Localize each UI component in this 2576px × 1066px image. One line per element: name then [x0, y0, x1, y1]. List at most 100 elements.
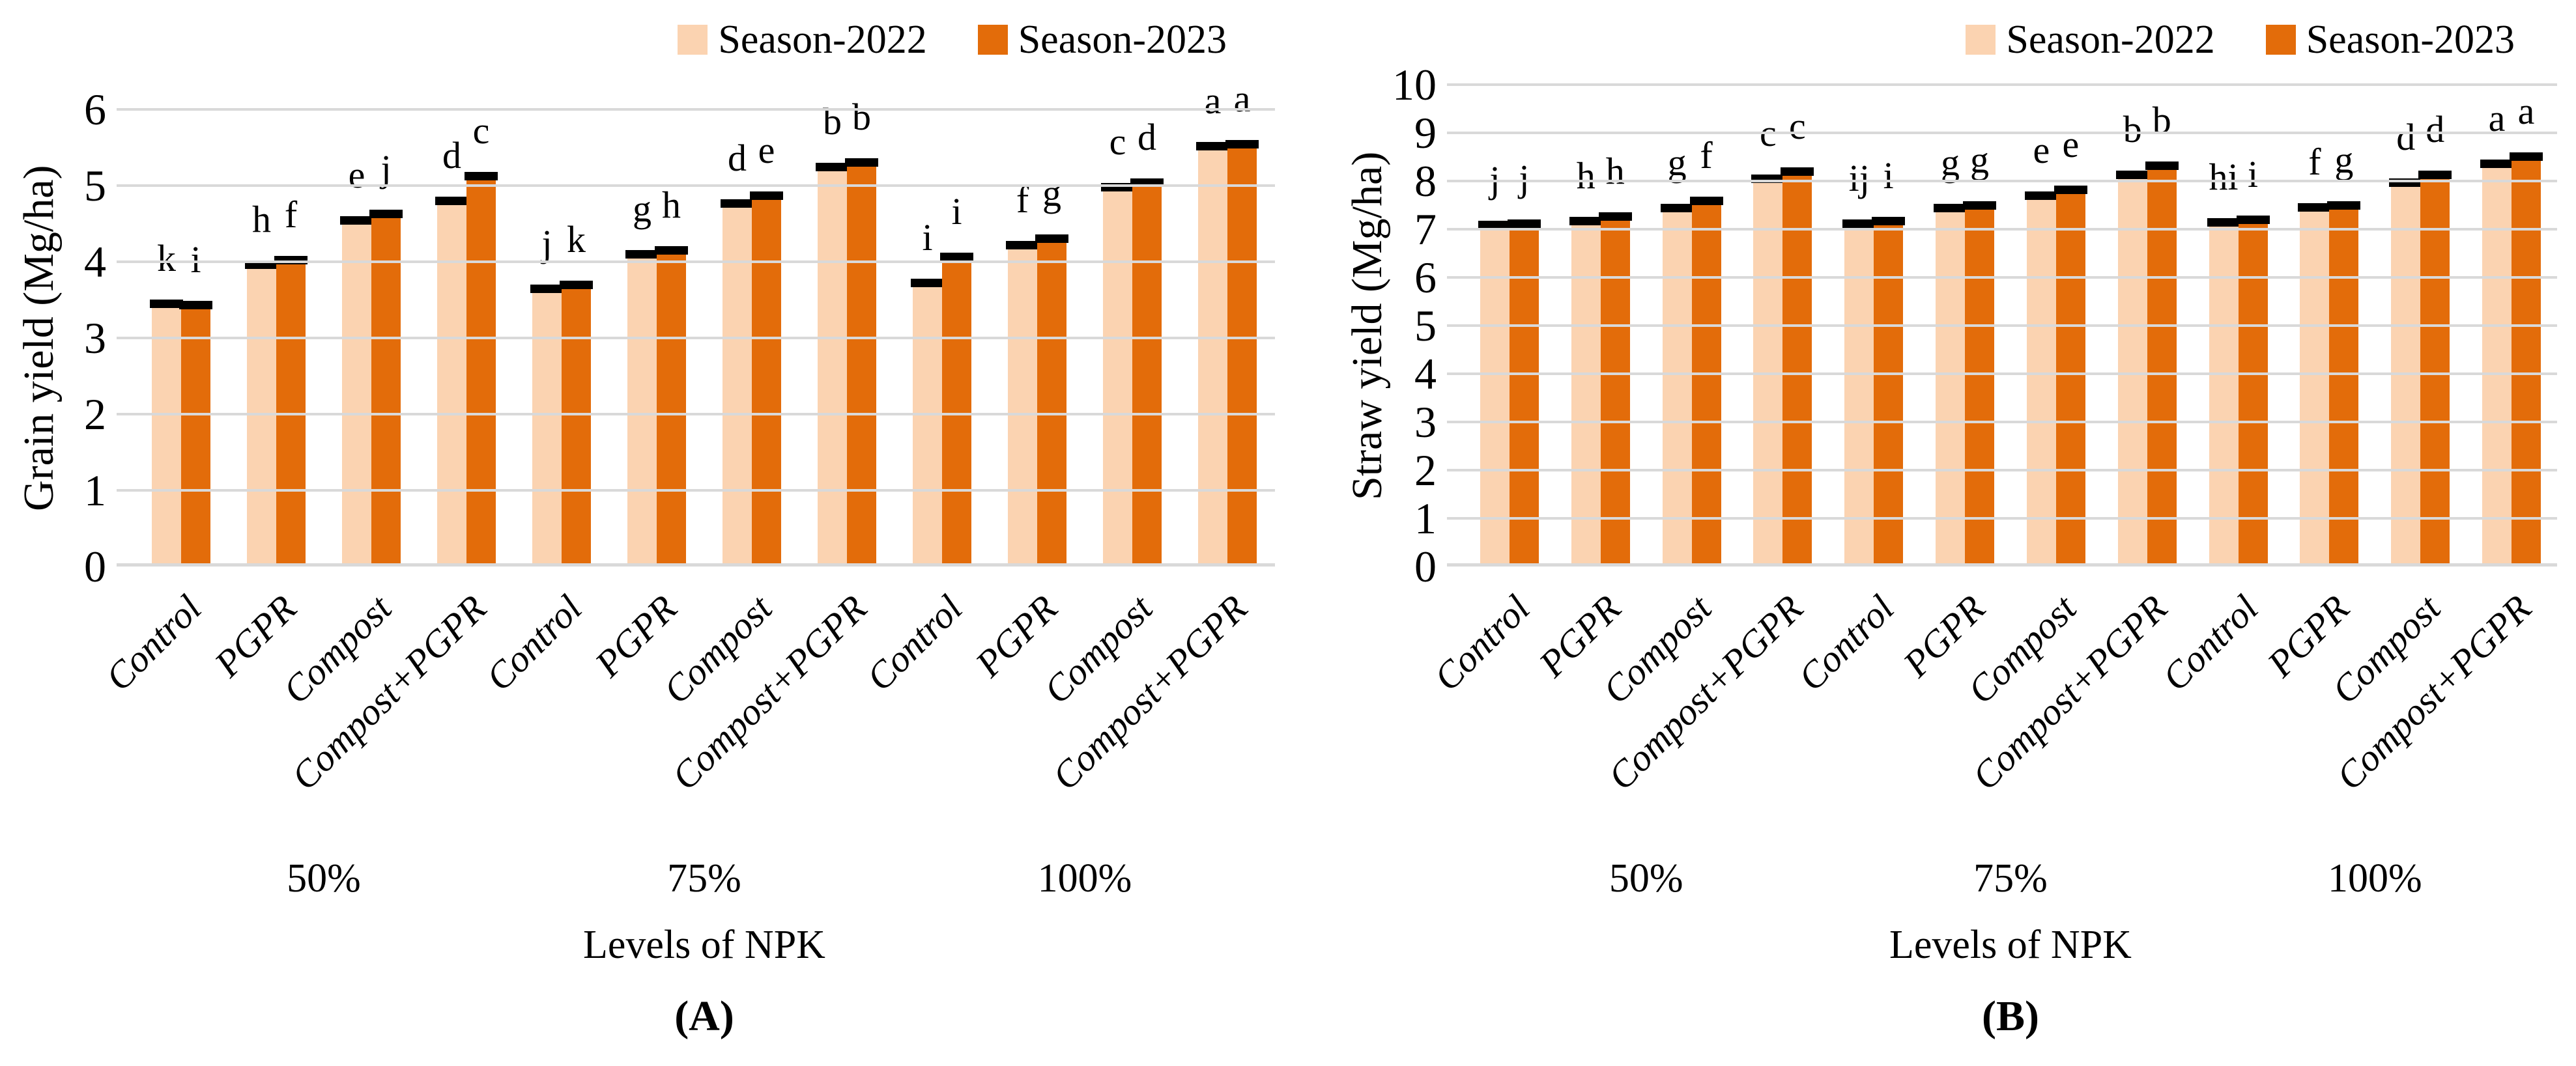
significance-letter: g — [1941, 141, 1960, 184]
legend-item-season-2023: Season-2023 — [977, 20, 1227, 60]
legend-swatch-2023-icon — [977, 25, 1008, 55]
y-tick-label: 5 — [84, 161, 106, 210]
category-cell: e j Compost — [274, 109, 419, 712]
legend-swatch-2023-icon — [2265, 25, 2296, 55]
bar-season-2023 — [1598, 212, 1632, 567]
error-bar-cap — [655, 246, 688, 255]
error-bar-cap — [911, 278, 944, 287]
significance-letter: h — [1605, 150, 1625, 193]
legend-item-season-2022: Season-2022 — [1966, 20, 2215, 60]
category-cell: jj Control — [1425, 85, 1555, 699]
bar-pair — [2024, 186, 2087, 567]
gridline — [1447, 372, 2557, 375]
error-bar-cap — [1196, 142, 1229, 151]
bar-season-2023 — [2236, 216, 2270, 567]
bar-pair — [2207, 216, 2270, 567]
error-bar-cap — [940, 252, 973, 261]
significance-letter: hi — [2209, 155, 2239, 198]
bar-pair — [1842, 216, 1906, 567]
x-category-label: Control — [2154, 587, 2267, 699]
gridline — [1447, 517, 2557, 520]
significance-letter: g — [1970, 139, 1990, 181]
error-bar-cap — [1781, 167, 1814, 176]
y-tick-label: 3 — [84, 313, 106, 363]
bar-pair — [1569, 212, 1632, 567]
significance-letter: i — [190, 238, 201, 281]
panel-caption: (B) — [1982, 992, 2039, 1040]
significance-letter: e — [2033, 129, 2050, 172]
legend-swatch-2022-icon — [1966, 25, 1996, 55]
bar-pair — [1478, 219, 1541, 567]
y-tick-label: 0 — [84, 542, 106, 591]
npk-group-label: 50% — [287, 856, 361, 901]
bar-season-2023 — [750, 191, 783, 567]
error-bar-cap — [1934, 203, 1968, 212]
legend: Season-2022 Season-2023 — [1966, 20, 2515, 60]
bar-pair — [530, 281, 593, 567]
gridline — [1447, 83, 2557, 86]
y-tick-label: 0 — [1414, 542, 1437, 591]
significance-letter: j — [380, 147, 392, 190]
bar-season-2023 — [655, 246, 688, 567]
error-bar-cap — [340, 216, 373, 225]
bar-season-2022 — [1934, 203, 1968, 567]
significance-letter: g — [1042, 171, 1061, 214]
y-tick-label: 6 — [84, 85, 106, 134]
gridline — [1447, 228, 2557, 231]
x-axis-line — [117, 563, 1275, 567]
significance-letter: d — [728, 136, 747, 179]
error-bar-cap — [2418, 171, 2452, 180]
bar-season-2023 — [2510, 152, 2543, 567]
error-bar-cap — [1035, 234, 1068, 243]
error-bar-cap — [1006, 241, 1039, 250]
bar-pair — [340, 210, 403, 567]
error-bar-cap — [1660, 203, 1694, 212]
bar-pair — [150, 300, 212, 567]
bar-pair — [1196, 139, 1259, 567]
error-bar-cap — [1842, 219, 1876, 229]
bar-pair — [2480, 152, 2543, 567]
error-bar-cap — [750, 191, 783, 201]
significance-letter: a — [1204, 79, 1222, 122]
significance-letter: j — [1519, 157, 1530, 200]
bar-pair — [1101, 178, 1164, 567]
bar-season-2023 — [2418, 171, 2452, 567]
significance-letter: d — [1138, 116, 1156, 159]
bar-season-2022 — [721, 199, 754, 567]
y-tick-label: 5 — [1414, 301, 1437, 350]
error-bar-cap — [1478, 220, 1511, 229]
category-cell: e e Compost — [1959, 85, 2102, 712]
x-category-label: Control — [1790, 587, 1902, 699]
bar-season-2023 — [2145, 161, 2179, 567]
y-tick-label: 6 — [1414, 253, 1437, 302]
bar-season-2022 — [1569, 217, 1603, 567]
group-labels-row: 50% 75% 100% — [1464, 858, 2557, 899]
error-bar-cap — [435, 197, 468, 206]
bar-pair — [625, 246, 688, 567]
significance-letter: g — [2334, 139, 2354, 181]
gridline — [1447, 180, 2557, 182]
y-tick-label: 2 — [84, 389, 106, 439]
significance-letter: g — [1667, 141, 1687, 184]
error-bar-cap — [2145, 161, 2179, 170]
bar-season-2022 — [435, 197, 468, 567]
bar-season-2022 — [530, 284, 564, 567]
error-bar-cap — [465, 171, 498, 180]
bar-season-2022 — [1842, 219, 1876, 567]
bar-pair — [1934, 201, 1997, 567]
significance-letter: k — [567, 218, 586, 261]
category-cell: k i Control — [97, 109, 229, 699]
error-bar-cap — [2236, 216, 2270, 225]
bar-season-2022 — [2115, 171, 2149, 567]
gridline — [1447, 276, 2557, 279]
error-bar-cap — [179, 300, 212, 309]
bar-season-2023 — [179, 300, 212, 567]
significance-letter: k — [157, 237, 176, 280]
npk-group-label: 100% — [1037, 856, 1132, 901]
bar-season-2023 — [465, 171, 498, 567]
bar-pair — [435, 171, 498, 567]
significance-letter: g — [633, 188, 651, 231]
category-cell: g g PGPR — [1895, 85, 2011, 685]
error-bar-cap — [2298, 203, 2332, 212]
gridline — [1447, 421, 2557, 423]
